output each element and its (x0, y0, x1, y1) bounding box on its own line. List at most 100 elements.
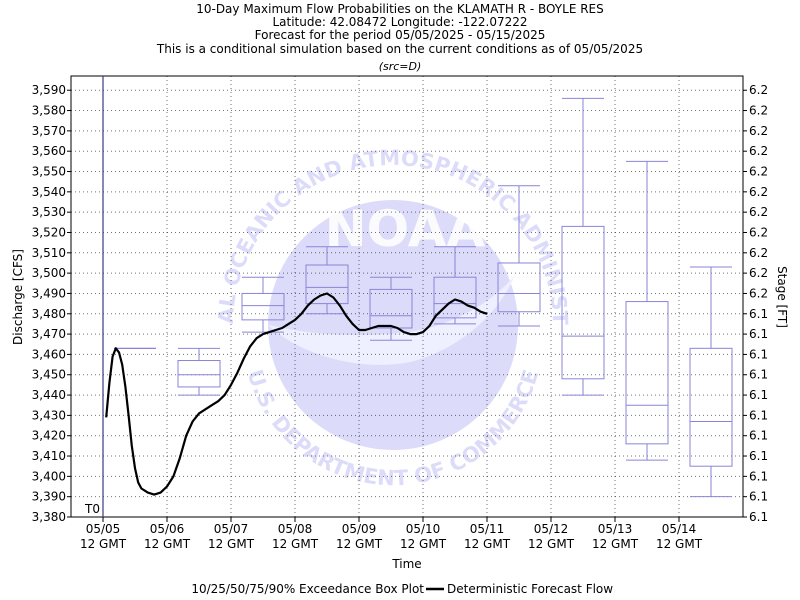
x-tick-time: 12 GMT (208, 537, 255, 551)
box-iqr (689, 347, 733, 467)
box-plot (241, 276, 285, 333)
y2-tick-label: 6.1 (749, 347, 768, 361)
chart-subtitle-location: Latitude: 42.08472 Longitude: -122.07222 (272, 15, 527, 29)
y2-tick-label: 6.2 (749, 225, 768, 239)
y2-tick-label: 6.1 (749, 307, 768, 321)
chart-subtitle-period: Forecast for the period 05/05/2025 - 05/… (255, 28, 546, 42)
box-plot (689, 266, 733, 498)
y-tick-label: 3,420 (32, 429, 66, 443)
y-tick-label: 3,590 (32, 83, 66, 97)
y-tick-label: 3,380 (32, 510, 66, 524)
y-tick-label: 3,530 (32, 205, 66, 219)
x-tick-date: 05/10 (406, 522, 441, 536)
y2-tick-label: 6.2 (749, 286, 768, 300)
box-plot (497, 185, 541, 327)
x-tick-date: 05/09 (342, 522, 377, 536)
x-tick-time: 12 GMT (656, 537, 703, 551)
noaa-watermark-center: NOAA (325, 200, 486, 258)
x-tick-time: 12 GMT (272, 537, 319, 551)
box-plot (305, 246, 349, 315)
y2-tick-label: 6.2 (749, 266, 768, 280)
y2-tick-label: 6.1 (749, 490, 768, 504)
x-tick-time: 12 GMT (400, 537, 447, 551)
x-tick-date: 05/06 (150, 522, 185, 536)
y-tick-label: 3,520 (32, 225, 66, 239)
x-tick-time: 12 GMT (80, 537, 127, 551)
deterministic-series (105, 292, 488, 496)
y-tick-label: 3,470 (32, 327, 66, 341)
y2-tick-label: 6.1 (749, 510, 768, 524)
y-tick-label: 3,490 (32, 286, 66, 300)
y-axis-label: Discharge [CFS] (11, 249, 25, 345)
y-tick-label: 3,580 (32, 104, 66, 118)
chart-subtitle-source: (src=D) (379, 60, 422, 73)
y-tick-label: 3,480 (32, 307, 66, 321)
y-tick-label: 3,560 (32, 144, 66, 158)
box-iqr (177, 360, 221, 388)
y2-tick-label: 6.2 (749, 246, 768, 260)
x-tick-time: 12 GMT (528, 537, 575, 551)
box-plot (433, 246, 477, 325)
y2-tick-label: 6.2 (749, 185, 768, 199)
noaa-watermark-gull (268, 275, 515, 365)
box-iqr (369, 288, 413, 329)
box-plot (369, 276, 413, 341)
legend-line-label: Deterministic Forecast Flow (447, 582, 613, 596)
x-tick-date: 05/14 (662, 522, 697, 536)
x-tick-time: 12 GMT (336, 537, 383, 551)
y-tick-label: 3,540 (32, 185, 66, 199)
noaa-watermark: NOAA NATIONAL OCEANIC AND ATMOSPHERIC AD… (71, 76, 572, 490)
y-tick-label: 3,400 (32, 469, 66, 483)
x-tick-time: 12 GMT (464, 537, 511, 551)
y2-tick-label: 6.2 (749, 104, 768, 118)
y2-tick-label: 6.1 (749, 388, 768, 402)
y-tick-label: 3,440 (32, 388, 66, 402)
x-tick-time: 12 GMT (592, 537, 639, 551)
box-iqr (561, 225, 605, 380)
y2-tick-label: 6.2 (749, 144, 768, 158)
chart-subtitle-conditions: This is a conditional simulation based o… (156, 42, 643, 56)
y-tick-label: 3,450 (32, 368, 66, 382)
x-tick-date: 05/05 (86, 522, 121, 536)
y-tick-label: 3,410 (32, 449, 66, 463)
legend-box-label: 10/25/50/75/90% Exceedance Box Plot (191, 582, 424, 596)
y2-tick-label: 6.1 (749, 469, 768, 483)
y2-tick-label: 6.2 (749, 205, 768, 219)
y2-tick-label: 6.1 (749, 429, 768, 443)
box-plot (177, 347, 221, 396)
box-iqr (305, 264, 349, 305)
chart-title: 10-Day Maximum Flow Probabilities on the… (196, 2, 604, 16)
plot-frame (70, 75, 744, 518)
x-tick-date: 05/13 (598, 522, 633, 536)
y-tick-label: 3,550 (32, 165, 66, 179)
box-iqr (497, 262, 541, 313)
x-axis-label: Time (391, 557, 421, 571)
x-tick-time: 12 GMT (144, 537, 191, 551)
axes: 3,380 6.1 3,390 6.1 3,400 6.1 3,410 6.1 3,420 6.1… (32, 83, 768, 551)
y2-tick-label: 6.1 (749, 408, 768, 422)
y-tick-label: 3,500 (32, 266, 66, 280)
y-tick-label: 3,510 (32, 246, 66, 260)
box-iqr (433, 276, 477, 319)
box-iqr (241, 292, 285, 321)
deterministic-forecast-line (105, 292, 488, 496)
y2-tick-label: 6.2 (749, 165, 768, 179)
y2-tick-label: 6.1 (749, 449, 768, 463)
y-tick-label: 3,460 (32, 347, 66, 361)
y2-tick-label: 6.2 (749, 124, 768, 138)
box-iqr (625, 301, 669, 445)
y-tick-label: 3,390 (32, 490, 66, 504)
x-tick-date: 05/11 (470, 522, 505, 536)
y2-axis-label: Stage [FT] (775, 266, 789, 328)
x-tick-date: 05/08 (278, 522, 313, 536)
t0-label: T0 (84, 502, 100, 516)
y-tick-label: 3,570 (32, 124, 66, 138)
y2-tick-label: 6.1 (749, 327, 768, 341)
box-plot (625, 160, 669, 461)
x-tick-date: 05/12 (534, 522, 569, 536)
box-plot (561, 97, 605, 396)
y2-tick-label: 6.1 (749, 368, 768, 382)
box-plots (114, 97, 733, 498)
y-tick-label: 3,430 (32, 408, 66, 422)
